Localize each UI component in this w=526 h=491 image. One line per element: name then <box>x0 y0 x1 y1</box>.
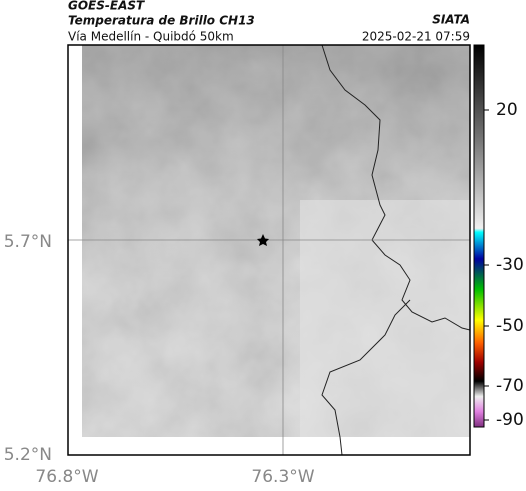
lat-label: 5.7°N <box>4 232 52 252</box>
lat-label: 5.2°N <box>4 445 52 465</box>
marker <box>257 234 269 246</box>
lon-label: 76.3°W <box>251 467 314 487</box>
colorbar-label: -50 <box>496 316 524 336</box>
subtitle: Temperatura de Brillo CH13 <box>68 14 255 28</box>
map-frame <box>67 44 471 456</box>
title: GOES-EAST <box>68 0 145 13</box>
source: SIATA <box>432 13 470 27</box>
satellite-image <box>82 45 470 437</box>
colorbar-label: -30 <box>496 255 524 275</box>
lon-label: 76.8°W <box>35 467 98 487</box>
colorbar-label: 20 <box>496 100 518 120</box>
colorbar-label: -70 <box>496 376 524 396</box>
colorbar-scale <box>473 44 485 428</box>
colorbar-label: -90 <box>496 410 524 430</box>
map <box>67 44 471 456</box>
timestamp: 2025-02-21 07:59 <box>362 30 470 44</box>
border <box>321 299 411 456</box>
colorbar: 20 -30 -50 -70 -90 <box>473 44 524 430</box>
route: Vía Medellín - Quibdó 50km <box>68 30 234 44</box>
